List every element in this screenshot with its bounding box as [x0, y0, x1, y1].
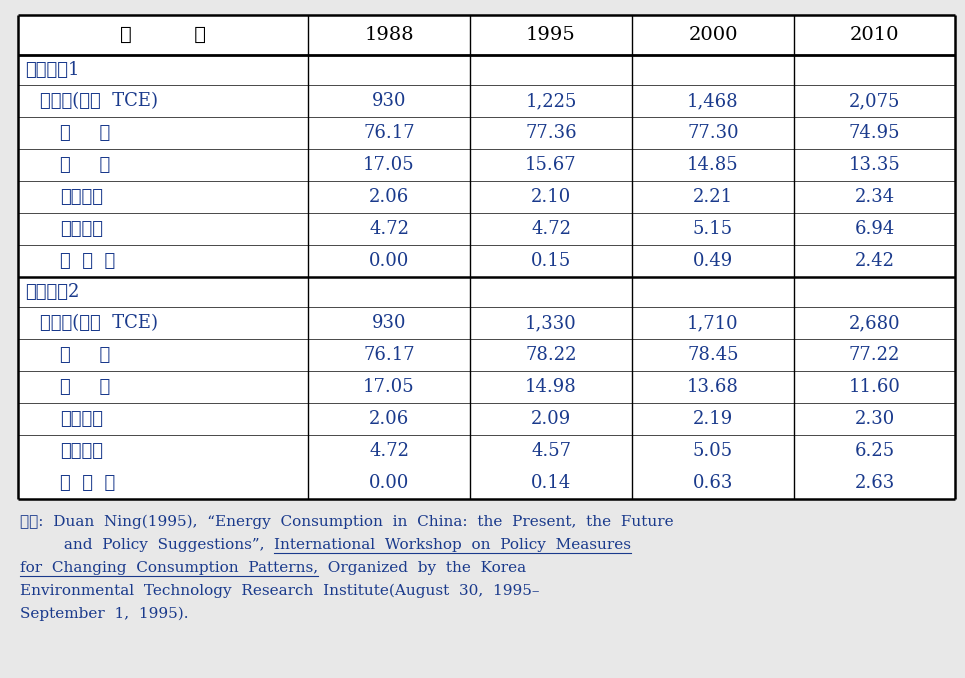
Text: 14.98: 14.98: [525, 378, 577, 396]
Text: 0.63: 0.63: [693, 474, 733, 492]
Text: 13.35: 13.35: [848, 156, 900, 174]
Text: International  Workshop  on  Policy  Measures: International Workshop on Policy Measure…: [274, 538, 631, 552]
Text: and  Policy  Suggestions”,: and Policy Suggestions”,: [20, 538, 274, 552]
Text: 17.05: 17.05: [363, 378, 415, 396]
Text: 5.15: 5.15: [693, 220, 733, 238]
Text: 2010: 2010: [850, 26, 899, 44]
Text: 78.22: 78.22: [525, 346, 577, 364]
Text: 2.06: 2.06: [369, 188, 409, 206]
Bar: [18, 15, 955, 499]
Text: 6.94: 6.94: [854, 220, 895, 238]
Text: 4.57: 4.57: [531, 442, 571, 460]
Text: 0.00: 0.00: [369, 252, 409, 270]
Text: 78.45: 78.45: [687, 346, 739, 364]
Text: 74.95: 74.95: [849, 124, 900, 142]
Text: 수력발전: 수력발전: [60, 220, 103, 238]
Text: 1988: 1988: [364, 26, 414, 44]
Text: 석     유: 석 유: [60, 156, 110, 174]
Text: 76.17: 76.17: [363, 124, 415, 142]
Text: 1,225: 1,225: [525, 92, 577, 110]
Text: 15.67: 15.67: [525, 156, 577, 174]
Text: 1,468: 1,468: [687, 92, 739, 110]
Text: 2.19: 2.19: [693, 410, 733, 428]
Text: 4.72: 4.72: [531, 220, 571, 238]
Text: 2.21: 2.21: [693, 188, 733, 206]
Text: 2.06: 2.06: [369, 410, 409, 428]
Text: 구          분: 구 분: [120, 26, 206, 44]
Text: for  Changing  Consumption  Patterns,: for Changing Consumption Patterns,: [20, 561, 318, 575]
Text: 77.30: 77.30: [687, 124, 739, 142]
Text: 930: 930: [372, 92, 406, 110]
Text: 4.72: 4.72: [369, 442, 409, 460]
Text: 1995: 1995: [526, 26, 576, 44]
Text: 0.14: 0.14: [531, 474, 571, 492]
Text: Organized  by  the  Korea: Organized by the Korea: [318, 561, 526, 575]
Text: 1,710: 1,710: [687, 314, 739, 332]
Text: 원  자  력: 원 자 력: [60, 252, 115, 270]
Text: 13.68: 13.68: [687, 378, 739, 396]
Text: 소비량(백만  TCE): 소비량(백만 TCE): [40, 314, 158, 332]
Text: 2.34: 2.34: [854, 188, 895, 206]
Text: 2.30: 2.30: [854, 410, 895, 428]
Text: 천연가스: 천연가스: [60, 188, 103, 206]
Text: 76.17: 76.17: [363, 346, 415, 364]
Text: 77.36: 77.36: [525, 124, 577, 142]
Text: 2.09: 2.09: [531, 410, 571, 428]
Text: 원  자  력: 원 자 력: [60, 474, 115, 492]
Text: September  1,  1995).: September 1, 1995).: [20, 607, 188, 622]
Text: 천연가스: 천연가스: [60, 410, 103, 428]
Text: 2.10: 2.10: [531, 188, 571, 206]
Text: 2.42: 2.42: [854, 252, 895, 270]
Text: 시나리오1: 시나리오1: [25, 61, 79, 79]
Text: 930: 930: [372, 314, 406, 332]
Text: Environmental  Technology  Research  Institute(August  30,  1995–: Environmental Technology Research Instit…: [20, 584, 539, 599]
Text: 0.00: 0.00: [369, 474, 409, 492]
Text: 2,680: 2,680: [848, 314, 900, 332]
Text: 6.25: 6.25: [854, 442, 895, 460]
Text: 1,330: 1,330: [525, 314, 577, 332]
Text: 2.63: 2.63: [854, 474, 895, 492]
Text: 14.85: 14.85: [687, 156, 739, 174]
Text: 석     유: 석 유: [60, 378, 110, 396]
Text: 11.60: 11.60: [848, 378, 900, 396]
Text: 0.15: 0.15: [531, 252, 571, 270]
Text: 석     탄: 석 탄: [60, 346, 110, 364]
Text: 5.05: 5.05: [693, 442, 733, 460]
Text: 4.72: 4.72: [369, 220, 409, 238]
Text: 소비량(백만  TCE): 소비량(백만 TCE): [40, 92, 158, 110]
Text: 자료:  Duan  Ning(1995),  “Energy  Consumption  in  China:  the  Present,  the  Fu: 자료: Duan Ning(1995), “Energy Consumption…: [20, 515, 674, 530]
Text: 석     탄: 석 탄: [60, 124, 110, 142]
Text: 77.22: 77.22: [849, 346, 900, 364]
Text: 17.05: 17.05: [363, 156, 415, 174]
Text: 0.49: 0.49: [693, 252, 733, 270]
Text: 2,075: 2,075: [849, 92, 900, 110]
Text: 시나리오2: 시나리오2: [25, 283, 79, 301]
Text: 수력발전: 수력발전: [60, 442, 103, 460]
Text: 2000: 2000: [688, 26, 738, 44]
